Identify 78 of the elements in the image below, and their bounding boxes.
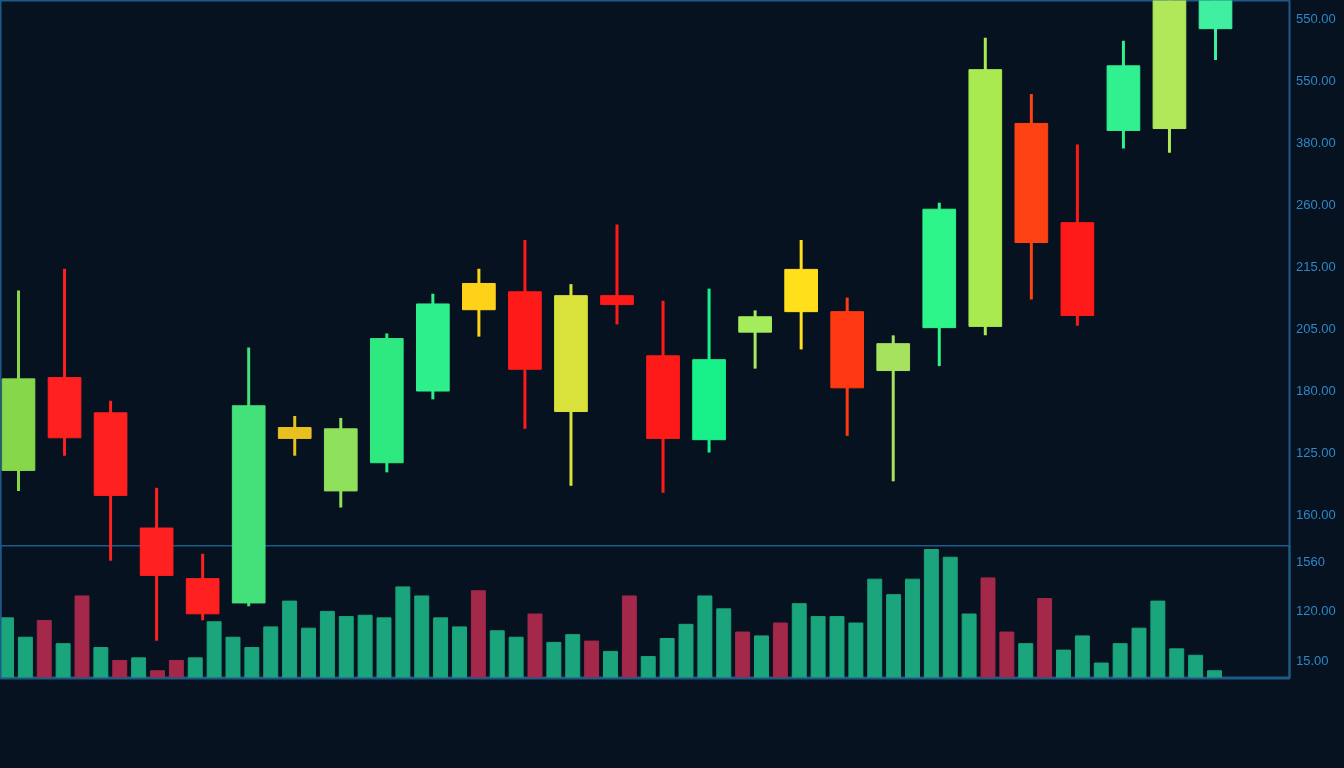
text: 125.00 (1296, 445, 1336, 461)
bar (1150, 600, 1166, 678)
bar (772, 622, 788, 678)
bar (508, 636, 524, 678)
bar (735, 631, 751, 678)
bar (603, 650, 618, 678)
bar (1074, 635, 1090, 678)
bar (112, 659, 128, 678)
bar (1188, 654, 1204, 678)
text: 160.00 (1296, 507, 1336, 523)
bar (206, 621, 222, 678)
bar (754, 635, 769, 678)
bar (584, 640, 600, 678)
bar (565, 634, 581, 678)
text: 15.00 (1296, 653, 1329, 669)
bar (395, 586, 411, 678)
bar (1093, 662, 1109, 678)
bar (263, 626, 279, 678)
bar (414, 595, 430, 678)
bar (225, 636, 241, 678)
bar (55, 643, 71, 678)
text: 550.00 (1296, 11, 1336, 27)
candlestick (600, 224, 634, 325)
bar (0, 617, 14, 678)
bar (961, 613, 977, 678)
bar (659, 638, 675, 678)
bar (168, 659, 184, 678)
bar (1131, 627, 1147, 678)
bar (791, 603, 807, 678)
bar (470, 590, 486, 678)
text: 120.00 (1296, 603, 1336, 619)
bar (150, 670, 165, 678)
bar (1207, 670, 1222, 678)
bar (1018, 643, 1034, 678)
bar (886, 594, 902, 678)
bar (301, 627, 316, 678)
bar (905, 578, 920, 678)
text: 205.00 (1296, 321, 1336, 337)
bar (810, 616, 826, 678)
bar (640, 656, 656, 678)
text: 180.00 (1296, 383, 1336, 399)
text: 380.00 (1296, 135, 1336, 151)
bar (319, 610, 335, 678)
bar (376, 617, 392, 678)
bar (923, 549, 939, 678)
bar (244, 647, 260, 678)
bar (1056, 649, 1071, 678)
text: 550.00 (1296, 73, 1336, 89)
bar (697, 595, 713, 678)
bar (452, 626, 467, 678)
bar (999, 631, 1015, 678)
bar (527, 613, 543, 678)
bar (867, 578, 883, 678)
bar (848, 622, 864, 678)
text: 215.00 (1296, 259, 1336, 275)
bar (942, 556, 958, 678)
bar (980, 577, 996, 678)
bar (433, 617, 449, 678)
bar (338, 616, 354, 678)
bar (678, 623, 694, 678)
bar (357, 614, 373, 678)
bar (93, 647, 109, 678)
bar (1112, 643, 1128, 678)
bar (282, 600, 298, 678)
text: 260.00 (1296, 197, 1336, 213)
bar (131, 657, 147, 678)
bar (829, 616, 845, 678)
bar (17, 636, 33, 678)
bar (546, 641, 562, 678)
bar (716, 608, 732, 678)
bar (621, 595, 637, 678)
bar (36, 619, 52, 678)
text: 1560 (1296, 554, 1325, 570)
bar (1169, 648, 1185, 678)
bar (1037, 598, 1053, 678)
bar (74, 595, 90, 678)
bar (489, 630, 505, 678)
bar (187, 657, 203, 678)
